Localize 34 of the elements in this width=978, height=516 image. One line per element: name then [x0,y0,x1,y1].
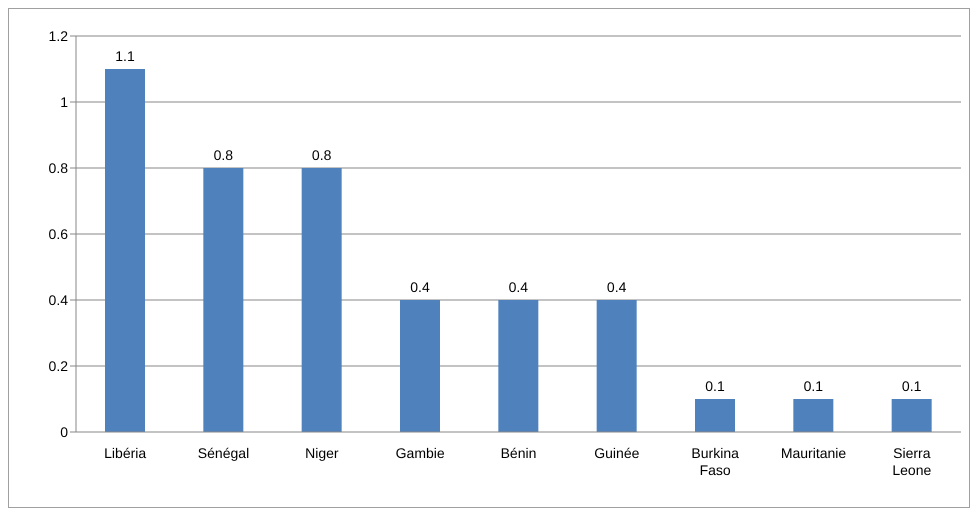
bar [203,168,244,432]
y-tick-label: 0.8 [48,160,68,176]
data-label: 0.1 [804,378,824,394]
x-tick-label: Gambie [396,445,445,461]
x-tick-label: Burkina Faso [691,445,740,478]
bar [302,168,342,432]
bar [892,399,932,432]
bar [105,69,145,432]
x-tick-label: Sénégal [198,445,250,461]
data-label: 0.8 [312,147,332,163]
bar [400,300,440,432]
y-tick-label: 0.2 [48,358,68,374]
x-tick-label: Libéria [104,445,146,461]
bar [793,399,834,432]
data-label: 0.4 [606,279,627,295]
bar [596,300,637,432]
bar [498,300,538,432]
data-label: 0.4 [508,279,528,295]
y-tick-label: 0.6 [48,226,68,242]
x-tick-label: Sierra Leone [892,445,932,478]
x-tick-label: Mauritanie [780,445,846,461]
data-label: 0.8 [214,147,234,163]
data-label: 1.1 [115,48,135,64]
y-tick-label: 0 [60,424,68,440]
x-tick-label: Niger [305,445,339,461]
data-label: 0.4 [410,279,430,295]
data-label: 0.1 [902,378,922,394]
x-tick-label: Guinée [594,445,640,461]
y-tick-label: 1.2 [48,28,68,44]
data-label: 0.1 [705,378,725,394]
bar [695,399,735,432]
y-tick-label: 0.4 [48,292,68,308]
y-tick-label: 1 [60,94,68,110]
x-tick-label: Bénin [500,445,536,461]
